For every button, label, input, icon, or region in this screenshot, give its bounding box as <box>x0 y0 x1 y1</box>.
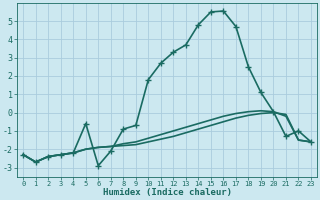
X-axis label: Humidex (Indice chaleur): Humidex (Indice chaleur) <box>103 188 232 197</box>
